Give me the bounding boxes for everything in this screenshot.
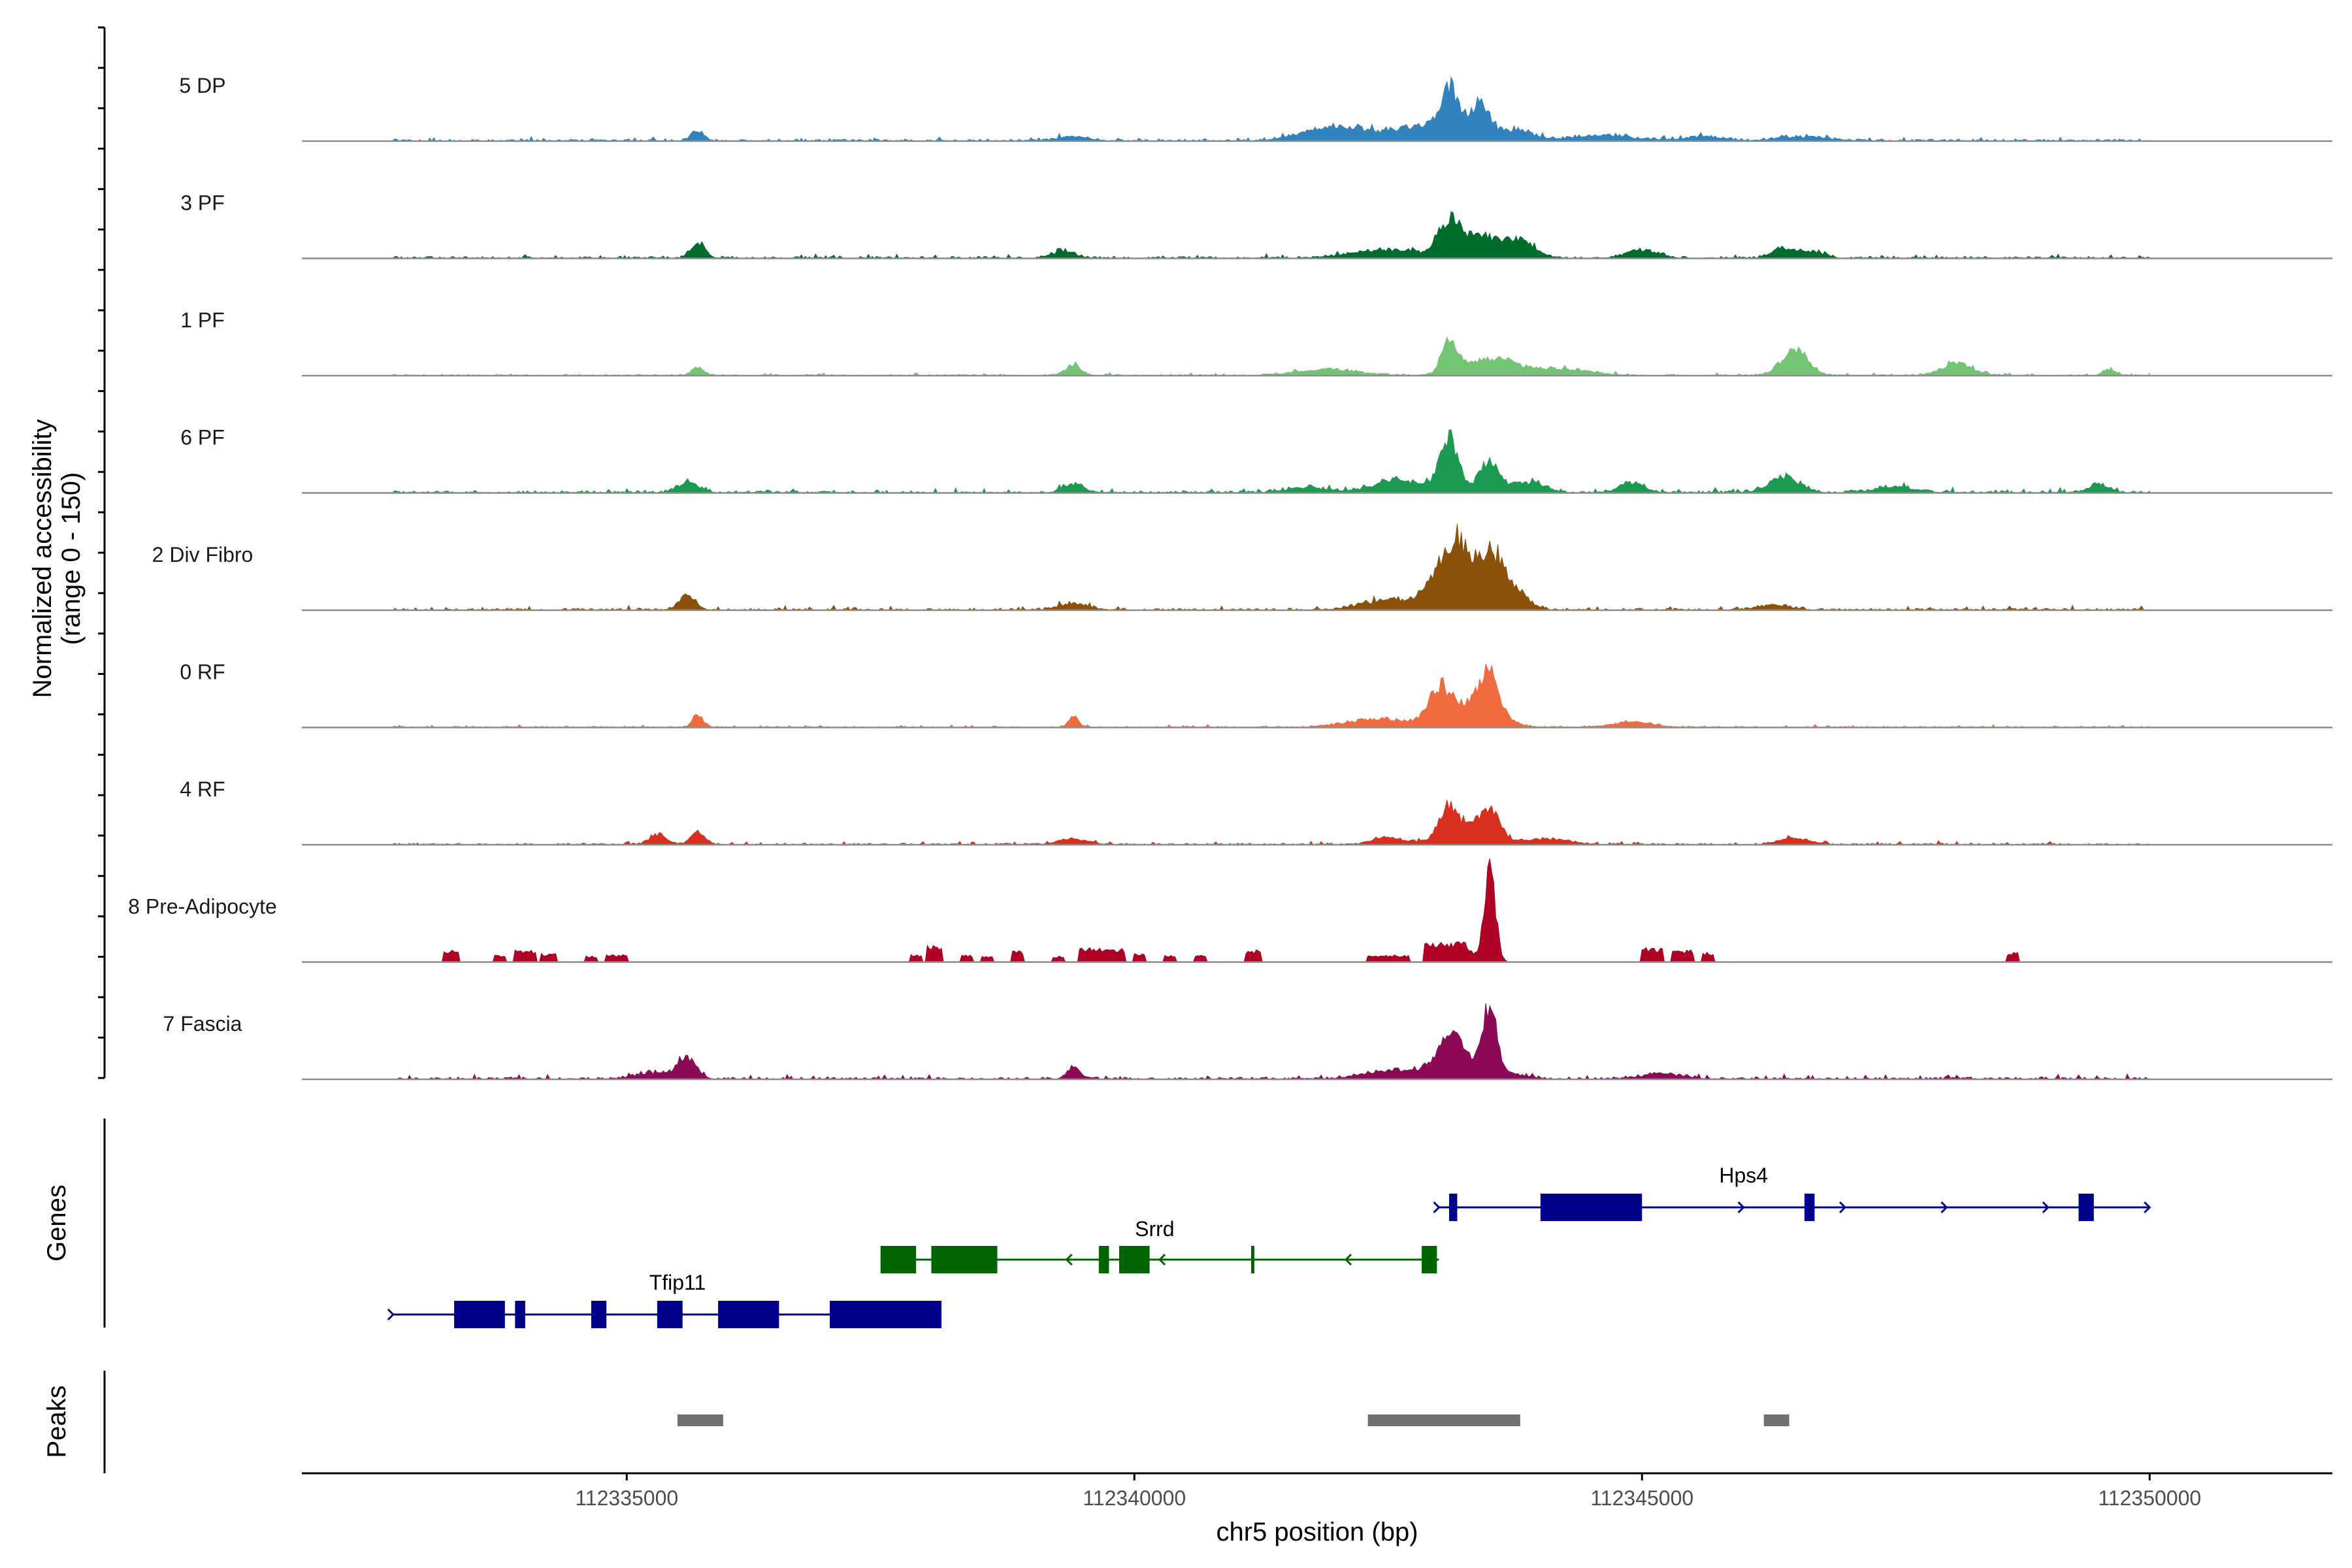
- gene-name: Hps4: [1719, 1164, 1768, 1187]
- gene-exon: [830, 1301, 942, 1328]
- gene-exon: [657, 1301, 683, 1328]
- coverage-area: [393, 858, 2150, 962]
- gene-hps4: Hps4: [1433, 1164, 2151, 1221]
- gene-exon: [454, 1301, 505, 1328]
- track-label: 6 PF: [180, 426, 225, 449]
- track-label: 4 RF: [180, 777, 225, 801]
- x-tick-label: 112335000: [575, 1486, 678, 1510]
- x-tick-label: 112340000: [1083, 1486, 1186, 1510]
- strand-arrow: [1433, 1201, 1441, 1214]
- track-label: 7 Fascia: [163, 1012, 242, 1036]
- peak-region: [677, 1414, 723, 1426]
- coverage-area: [393, 664, 2150, 728]
- x-axis-title: chr5 position (bp): [1216, 1518, 1418, 1546]
- strand-arrow: [1940, 1201, 1948, 1214]
- genes-track: Hps4 Srrd Tfip11: [103, 1119, 2151, 1328]
- coverage-area: [393, 523, 2150, 611]
- gene-exon: [1540, 1194, 1642, 1221]
- strand-arrow: [1737, 1201, 1745, 1214]
- x-tick-label: 112350000: [2098, 1486, 2201, 1510]
- track-8-pre-adipocyte: 8 Pre-Adipocyte: [128, 858, 2332, 963]
- coverage-y-axis: [98, 26, 106, 1079]
- coverage-area: [393, 1003, 2150, 1081]
- gene-exon: [1098, 1246, 1109, 1273]
- track-label: 8 Pre-Adipocyte: [128, 895, 277, 919]
- gene-exon: [1804, 1194, 1815, 1221]
- gene-exon: [880, 1246, 917, 1273]
- strand-arrow: [1065, 1253, 1073, 1266]
- track-label: 3 PF: [180, 191, 225, 215]
- gene-name: Srrd: [1135, 1217, 1174, 1241]
- track-6-pf: 6 PF: [180, 426, 2332, 494]
- coverage-tracks: 5 DP 3 PF 1 PF 6 PF 2 Div Fibro 0 RF 4 RF 8 Pre…: [128, 74, 2332, 1081]
- gene-exon: [591, 1301, 607, 1328]
- gene-srrd: Srrd: [880, 1217, 1439, 1273]
- strand-arrow: [1839, 1201, 1847, 1214]
- coverage-area: [393, 800, 2150, 845]
- strand-arrow: [2144, 1201, 2151, 1214]
- genes-track-label: Genes: [42, 1184, 71, 1262]
- y-axis-title-line1: Normalized accessibility: [28, 419, 57, 698]
- gene-exon: [718, 1301, 779, 1328]
- track-label: 2 Div Fibro: [152, 543, 253, 566]
- track-5-dp: 5 DP: [179, 74, 2332, 142]
- track-7-fascia: 7 Fascia: [163, 1003, 2332, 1081]
- x-axis: 112335000 112340000 112345000 112350000: [302, 1472, 2332, 1510]
- track-0-rf: 0 RF: [180, 661, 2332, 728]
- track-3-pf: 3 PF: [180, 191, 2332, 259]
- track-2-div-fibro: 2 Div Fibro: [152, 523, 2332, 612]
- peaks-track-label: Peaks: [42, 1385, 71, 1458]
- gene-exon: [1422, 1246, 1437, 1273]
- y-axis-title-line2: (range 0 - 150): [57, 472, 86, 645]
- strand-arrow: [1158, 1253, 1166, 1266]
- gene-exon: [2078, 1194, 2094, 1221]
- gene-exon: [931, 1246, 998, 1273]
- strand-arrow: [1344, 1253, 1352, 1266]
- gene-exon: [1250, 1246, 1254, 1273]
- track-label: 1 PF: [180, 308, 225, 332]
- strand-arrow: [387, 1308, 395, 1321]
- strand-arrow: [2042, 1201, 2050, 1214]
- track-4-rf: 4 RF: [180, 777, 2332, 846]
- peak-region: [1763, 1414, 1789, 1426]
- peaks-track: [103, 1371, 1789, 1473]
- gene-name: Tfip11: [649, 1271, 706, 1294]
- track-label: 0 RF: [180, 661, 225, 684]
- gene-tfip11: Tfip11: [387, 1271, 942, 1328]
- coverage-area: [393, 429, 2150, 494]
- coverage-area: [393, 336, 2150, 376]
- x-tick-label: 112345000: [1590, 1486, 1693, 1510]
- coverage-area: [393, 211, 2150, 259]
- gene-exon: [515, 1301, 525, 1328]
- track-label: 5 DP: [179, 74, 225, 97]
- peak-region: [1367, 1414, 1520, 1426]
- gene-exon: [1449, 1194, 1458, 1221]
- gene-exon: [1119, 1246, 1150, 1273]
- coverage-area: [393, 76, 2150, 142]
- track-1-pf: 1 PF: [180, 308, 2332, 377]
